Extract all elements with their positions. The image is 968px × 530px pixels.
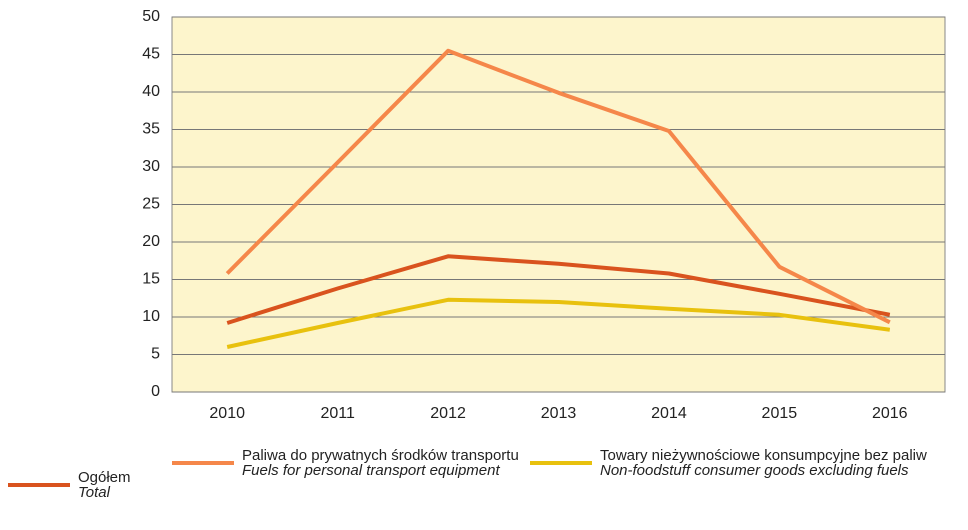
legend-label: Ogółem (78, 469, 131, 486)
legend-label: Non-foodstuff consumer goods excluding f… (600, 462, 909, 479)
y-tick-label: 25 (142, 196, 160, 213)
y-tick-label: 50 (142, 8, 160, 25)
y-tick-label: 35 (142, 121, 160, 138)
y-tick-label: 15 (142, 271, 160, 288)
legend-text: Paliwa do prywatnych środków transportu F… (242, 448, 532, 478)
legend-swatch (172, 461, 234, 465)
series-line (225, 48, 891, 325)
legend-item: Towary nieżywnościowe konsumpcyjne bez p… (530, 448, 968, 478)
y-tick-label: 40 (142, 83, 160, 100)
x-tick-label: 2016 (872, 405, 908, 422)
x-tick-label: 2012 (430, 405, 466, 422)
x-tick-label: 2011 (320, 405, 355, 422)
legend: Ogółem Total Paliwa do prywatnych środków … (0, 448, 968, 530)
y-tick-label: 30 (142, 158, 160, 175)
y-tick-label: 45 (142, 46, 160, 63)
legend-item: Ogółem Total (8, 470, 148, 500)
series-line (226, 297, 891, 349)
x-tick-label: 2010 (209, 405, 245, 422)
y-tick-label: 20 (142, 233, 160, 250)
legend-label: Fuels for personal transport equipment (242, 462, 500, 479)
legend-label: Total (78, 484, 110, 501)
chart: 0 5 10 15 20 25 30 35 40 45 50 2010 2011 2012 2013 2014… (142, 8, 946, 422)
x-tick-label: 2013 (541, 405, 577, 422)
legend-label: Paliwa do prywatnych środków transportu (242, 447, 519, 464)
legend-label: Towary nieżywnościowe konsumpcyjne bez p… (600, 447, 927, 464)
y-tick-label: 0 (151, 383, 160, 400)
y-tick-label: 5 (151, 346, 160, 363)
legend-item: Paliwa do prywatnych środków transportu F… (172, 448, 532, 478)
series-line (226, 254, 891, 325)
legend-text: Ogółem Total (78, 470, 148, 500)
x-tick-label: 2014 (651, 405, 687, 422)
legend-swatch (8, 483, 70, 487)
y-tick-label: 10 (142, 308, 160, 325)
legend-swatch (530, 461, 592, 465)
legend-text: Towary nieżywnościowe konsumpcyjne bez p… (600, 448, 968, 478)
x-tick-label: 2015 (762, 405, 798, 422)
